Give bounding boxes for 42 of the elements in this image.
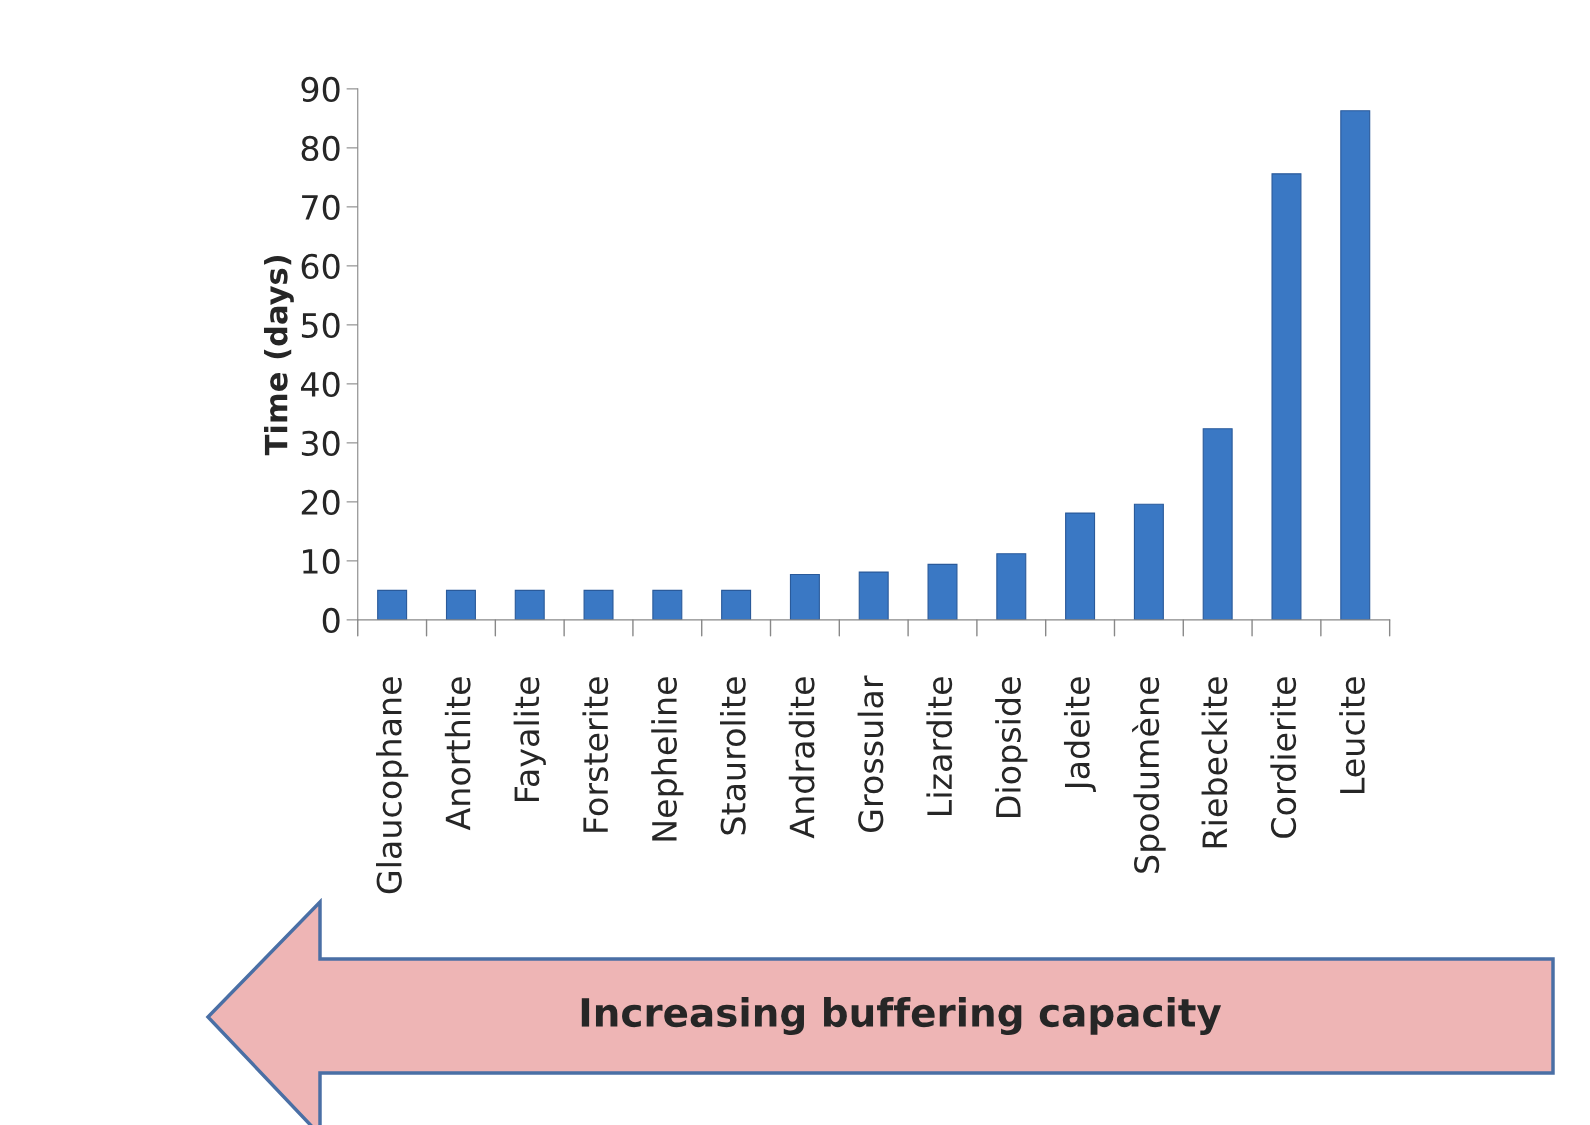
y-tick-label: 10	[303, 548, 340, 575]
x-tick-label: Leucite	[1339, 677, 1365, 793]
x-tick-label: Diopside	[995, 677, 1028, 817]
x-tick-label: Spodumène	[1132, 677, 1166, 873]
x-tick-label: Cordierite	[1270, 677, 1297, 838]
bar	[1133, 503, 1164, 620]
bar	[858, 571, 889, 620]
bar	[996, 553, 1027, 620]
y-tick-label: 20	[301, 489, 340, 516]
bar	[721, 589, 752, 620]
y-tick-label: 40	[300, 371, 340, 398]
y-tick-label: 80	[301, 135, 340, 162]
x-tick-label: Glaucophane	[376, 677, 409, 894]
bar	[789, 573, 820, 620]
y-tick-label: 30	[301, 430, 340, 457]
bar	[583, 589, 614, 620]
y-tick-label: 60	[301, 253, 340, 280]
y-tick-label: 90	[301, 76, 340, 103]
x-tick-label: Riebeckite	[1201, 677, 1228, 848]
x-tick-label: Fayalite	[513, 677, 546, 801]
x-tick-label: Lizardite	[926, 677, 953, 816]
bar	[652, 589, 683, 620]
x-tick-label: Anorthite	[444, 677, 471, 831]
bar	[927, 563, 958, 620]
bar	[445, 589, 476, 620]
x-tick-label: Andradite	[788, 677, 815, 839]
bar	[377, 589, 408, 620]
bar	[1065, 512, 1096, 620]
y-tick-label: 50	[301, 312, 340, 339]
y-tick-label: 0	[322, 607, 340, 634]
bar	[514, 589, 545, 620]
x-tick-label: Nepheline	[651, 677, 684, 841]
x-tick-label: Staurolite	[719, 677, 746, 835]
bar	[1202, 428, 1233, 620]
x-tick-label: Forsterite	[582, 677, 609, 832]
text: Increasing buffering capacity	[581, 997, 1222, 1035]
x-tick-label: Jadeite	[1063, 677, 1096, 792]
y-tick-label: 70	[302, 194, 340, 221]
y-axis-title: Time (days)	[263, 255, 294, 456]
x-tick-label: Grossular	[857, 675, 884, 832]
bar	[1340, 110, 1371, 620]
bar	[1271, 173, 1302, 620]
